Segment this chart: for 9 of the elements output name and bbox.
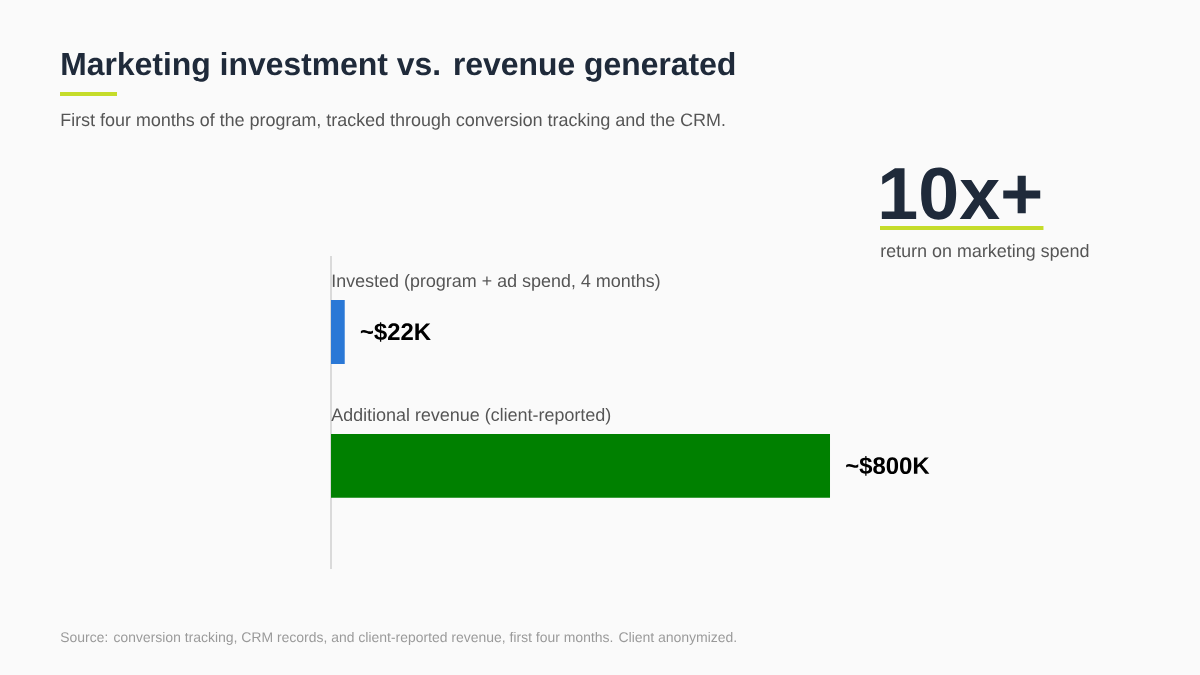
text: 10x+ [881,167,1041,220]
chart-title: Marketing investment vs. revenue generated [62,51,735,82]
chart-subtitle: First four months of the program, tracked through conversion tracking and the CRM. [61,113,725,130]
y-tick-label: Additional revenue (client-reported) [331,407,611,425]
data-label: ~$22K [360,322,431,342]
y-tick-label: Invested (program + ad spend, 4 months) [332,273,660,291]
data-label: ~$800K [846,456,930,476]
text: return on marketing spend [881,244,1089,261]
source-note: Source: conversion tracking, CRM records, and client-reported revenue, first four months. Client anonymized. [60,631,736,645]
